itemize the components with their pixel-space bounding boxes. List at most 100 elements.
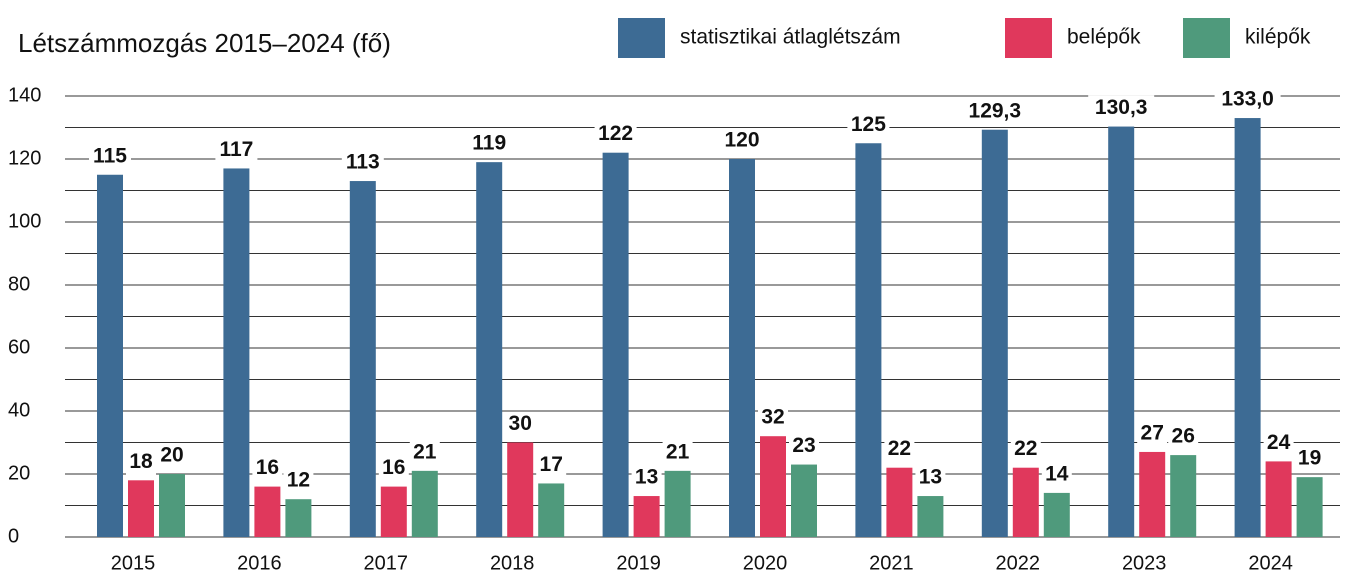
value-label: 14 [1045,462,1069,485]
y-tick-label: 100 [8,210,41,232]
label-bg [721,128,763,154]
x-tick-label: 2021 [869,552,914,574]
bar [159,474,185,537]
value-label: 133,0 [1221,88,1274,111]
bar [380,486,407,537]
label-bg [758,405,788,432]
value-label: 13 [919,466,942,489]
bar [760,436,786,537]
label-bg [283,468,314,495]
value-label: 122 [598,122,633,145]
bar [1296,477,1323,537]
bar [411,470,438,537]
value-label: 23 [792,434,815,457]
value-label: 12 [287,469,310,492]
x-tick-label: 2017 [364,552,409,574]
label-bg [89,143,131,170]
legend-swatch [1005,18,1052,58]
label-bg [409,439,440,466]
bar [476,162,503,537]
bar [1012,467,1039,537]
label-bg [662,439,693,466]
bar [886,467,913,537]
value-label: 17 [540,453,563,476]
label-bg [341,150,384,177]
bar [917,496,944,537]
label-bg [252,455,283,482]
label-bg [1294,446,1325,473]
label-bg [1041,461,1072,488]
y-tick-label: 0 [8,525,19,547]
label-bg [1263,430,1294,457]
x-tick-label: 2023 [1122,552,1167,574]
value-label: 13 [635,466,658,489]
label-bg [847,112,890,139]
value-label: 20 [160,444,183,467]
bar [633,496,660,537]
bar [1170,455,1197,537]
label-bg [378,455,409,482]
bar [729,159,755,537]
value-label: 16 [256,456,279,479]
bar [1108,126,1135,538]
value-label: 22 [1014,437,1037,460]
value-label: 130,3 [1095,96,1148,119]
bar [285,499,312,537]
value-label: 22 [888,437,911,460]
label-bg [915,465,946,492]
label-bg [1010,436,1041,463]
x-tick-label: 2020 [743,552,788,574]
y-tick-label: 40 [8,399,30,421]
bar [1265,461,1292,537]
x-tick-label: 2016 [237,552,282,574]
value-label: 27 [1141,421,1164,444]
value-label: 119 [472,132,506,155]
y-tick-label: 120 [8,147,41,169]
bar [791,464,817,537]
bar [223,168,250,537]
bar [1043,492,1070,537]
label-bg [884,436,915,463]
value-label: 16 [382,456,405,479]
label-bg [1088,95,1155,122]
x-tick-label: 2018 [490,552,535,574]
y-tick-label: 140 [8,84,41,106]
value-label: 115 [93,144,127,167]
bar [1139,451,1166,537]
bar [97,174,123,537]
value-label: 21 [413,440,437,463]
label-bg [961,98,1028,125]
legend-label: statisztikai átlaglétszám [680,26,901,49]
label-bg [789,433,819,460]
bar [254,486,281,537]
value-label: 125 [851,113,886,136]
y-tick-label: 20 [8,462,30,484]
x-tick-label: 2019 [616,552,661,574]
bar [349,181,376,538]
value-label: 19 [1298,447,1321,470]
value-label: 120 [724,129,759,152]
legend-label: kilépők [1245,26,1311,49]
bar [981,129,1008,537]
value-label: 24 [1267,431,1291,454]
bar [602,152,629,537]
value-label: 129,3 [969,99,1022,122]
value-label: 18 [129,450,153,473]
label-bg [1214,87,1281,114]
legend-swatch [618,18,665,58]
value-label: 32 [761,406,784,429]
x-tick-label: 2015 [111,552,156,574]
legend-label: belépők [1067,26,1141,49]
bar [1234,118,1261,538]
label-bg [536,452,567,479]
bar [538,483,565,537]
label-bg [215,137,258,164]
value-label: 26 [1172,425,1195,448]
label-bg [157,443,187,469]
y-tick-label: 60 [8,336,30,358]
x-tick-label: 2024 [1248,552,1293,574]
bar [507,442,534,537]
y-tick-label: 80 [8,273,30,295]
label-bg [126,449,156,476]
